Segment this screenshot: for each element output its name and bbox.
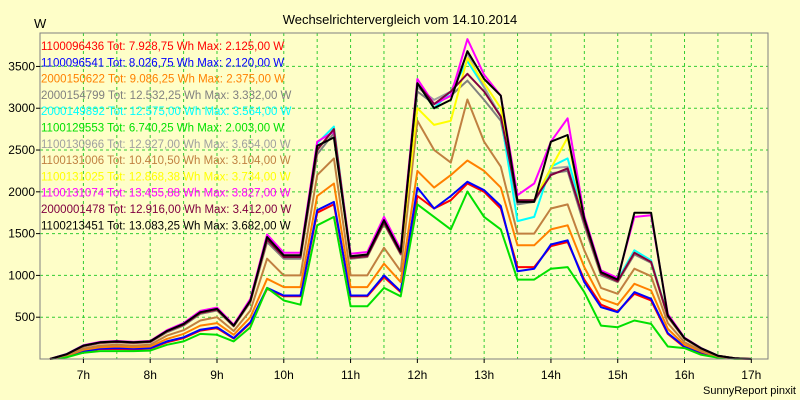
x-tick-label: 10h [274,368,294,382]
legend-entry-2000001478: 2000001478 Tot: 12.916,00 Wh Max: 3.412,… [41,204,292,216]
x-tick-label: 11h [341,368,360,382]
legend-entry-1100129553: 1100129553 Tot: 6.740,25 Wh Max: 2.003,0… [41,123,284,135]
legend-entry-2000154799: 2000154799 Tot: 12.532,25 Wh Max: 3.332,… [41,90,292,102]
y-axis-label: W [34,16,47,31]
footer-credit: SunnyReport pinxit [703,385,796,397]
legend-entry-1100213451: 1100213451 Tot: 13.083,25 Wh Max: 3.682,… [41,220,291,232]
x-tick-label: 15h [608,368,628,382]
legend-entry-2000149892: 2000149892 Tot: 12.575,00 Wh Max: 3.564,… [41,106,292,118]
x-tick-label: 12h [407,368,427,382]
y-tick-label: 500 [15,310,35,324]
y-tick-label: 1000 [8,268,35,282]
legend-entry-1100096436: 1100096436 Tot: 7.928,75 Wh Max: 2.125,0… [41,41,284,53]
x-tick-label: 17h [741,368,761,382]
legend: 1100096436 Tot: 7.928,75 Wh Max: 2.125,0… [41,41,292,232]
legend-entry-1100131006: 1100131006 Tot: 10.410,50 Wh Max: 3.104,… [41,155,291,167]
x-tick-label: 16h [674,368,694,382]
plot-frame [39,32,769,360]
legend-entry-1100096541: 1100096541 Tot: 8.026,75 Wh Max: 2.120,0… [41,57,284,69]
chart-title: Wechselrichtervergleich vom 14.10.2014 [283,12,518,27]
y-tick-label: 3500 [8,59,35,73]
y-tick-label: 2000 [8,185,35,199]
legend-entry-1100130966: 1100130966 Tot: 12.927,00 Wh Max: 3.654,… [41,139,291,151]
series-line-1100213451 [49,50,752,360]
legend-entry-1100131074: 1100131074 Tot: 13.455,88 Wh Max: 3.827,… [41,188,291,200]
y-tick-label: 1500 [8,227,35,241]
x-tick-label: 8h [144,368,157,382]
y-tick-label: 2500 [8,143,35,157]
x-tick-label: 9h [210,368,223,382]
legend-entry-2000150622: 2000150622 Tot: 9.086,25 Wh Max: 2.375,0… [41,74,285,86]
series-line-1100129553 [49,190,752,360]
y-tick-label: 3000 [8,101,35,115]
series-lines [49,38,752,360]
legend-entry-1100131025: 1100131025 Tot: 12.868,38 Wh Max: 3.734,… [41,171,291,183]
axes: 500 1000 1500 2000 2500 3000 3500 7h 8h 9h 10h 11h 1… [8,32,769,382]
x-tick-label: 14h [541,368,561,382]
x-tick-label: 7h [77,368,90,382]
x-tick-label: 13h [474,368,494,382]
series-line-1100131006 [49,98,752,360]
series-line-2000150622 [49,159,752,360]
